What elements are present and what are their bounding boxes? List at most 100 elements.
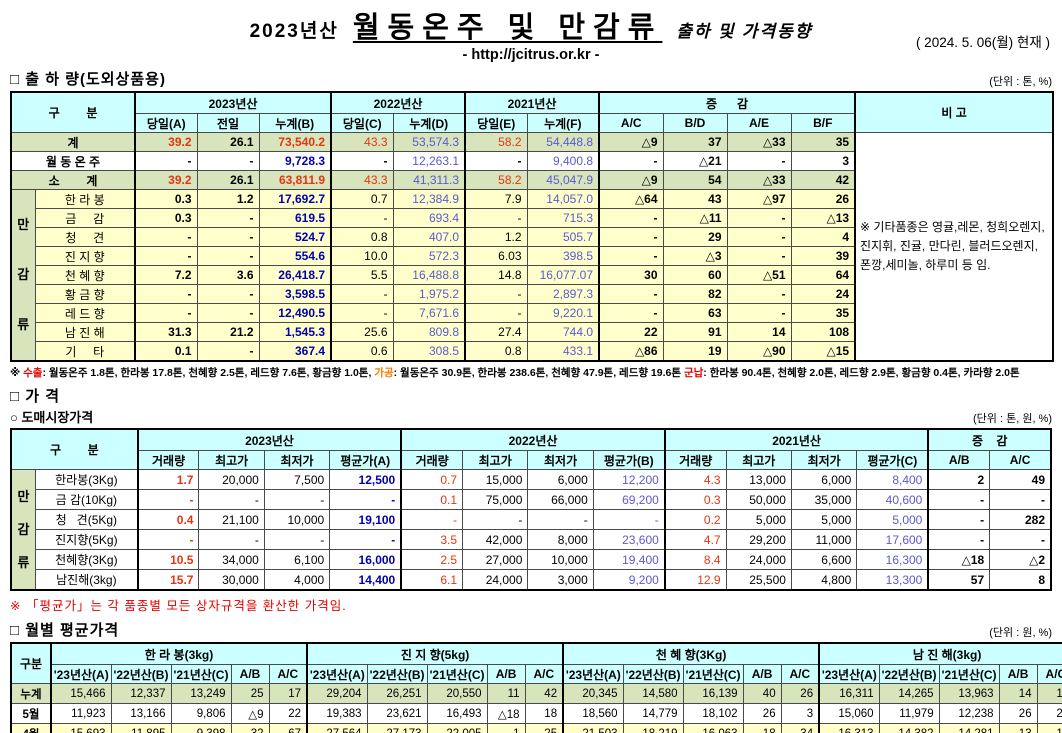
table-row: 금 감(10Kg) - - - -0.1 75,000 66,000 69,200 0.3 50,… bbox=[11, 489, 1052, 510]
cell: 12,384.9 bbox=[392, 189, 466, 209]
cell: 31.3 bbox=[134, 322, 198, 342]
cell: 27,000 bbox=[462, 549, 529, 570]
cell: 18,102 bbox=[682, 703, 744, 724]
col-header: 최고가 bbox=[725, 450, 792, 470]
cell: - bbox=[330, 303, 394, 323]
price-tbody: 만 감 류 한라봉(3Kg) 1.7 20,000 7,500 12,500 0.7 15,0… bbox=[10, 469, 1052, 591]
cell: 22,005 bbox=[426, 723, 488, 733]
cell: 27,564 bbox=[306, 723, 368, 733]
row-label: 남진해(3kg) bbox=[35, 569, 139, 591]
row-label: 천 혜 향 bbox=[34, 265, 136, 285]
cell: 53,574.3 bbox=[392, 132, 466, 152]
col-header-hallabong: 한 라 봉(3kg) bbox=[49, 642, 308, 665]
cell: 282 bbox=[989, 509, 1052, 530]
cell: 14,400 bbox=[329, 569, 402, 591]
col-header: 최고가 bbox=[198, 450, 265, 470]
shipment-tbody: 계 39.2 26.1 73,540.2 43.3 53,574.3 58.2 54,448.… bbox=[10, 132, 1054, 362]
col-header: 거래량 bbox=[663, 450, 727, 470]
cell: 15,060 bbox=[818, 703, 880, 724]
cell: 19,383 bbox=[306, 703, 368, 724]
cell: 11,979 bbox=[878, 703, 940, 724]
cell: - bbox=[134, 227, 198, 247]
cell: 73,540.2 bbox=[258, 132, 332, 152]
source-url: - http://jcitrus.or.kr - bbox=[462, 47, 600, 63]
col-header: '22년산(B) bbox=[366, 664, 428, 684]
cell: 11,000 bbox=[790, 529, 858, 550]
cell: 6,100 bbox=[263, 549, 331, 570]
col-header: A/C bbox=[524, 664, 564, 684]
cell: 23,621 bbox=[366, 703, 428, 724]
col-header-remark: 비 고 bbox=[854, 91, 1054, 133]
cell: 24,000 bbox=[462, 569, 529, 591]
cell: - bbox=[927, 529, 991, 550]
cell: △9 bbox=[230, 703, 270, 724]
row-label: 금 감 bbox=[34, 208, 136, 228]
document-header: 2023년산 월동온주 및 만감류 출하 및 가격동향 - http://jci… bbox=[10, 4, 1052, 63]
cell: △13 bbox=[790, 208, 856, 228]
cell: 21,503 bbox=[562, 723, 624, 733]
cell: 20,345 bbox=[562, 683, 624, 704]
cell: - bbox=[196, 341, 260, 362]
cell: - bbox=[989, 489, 1052, 510]
cell: 26,251 bbox=[366, 683, 428, 704]
cell: 25.6 bbox=[330, 322, 394, 342]
cell: 14,057.0 bbox=[526, 189, 600, 209]
cell: - bbox=[196, 208, 260, 228]
table-row: 천 혜 향 7.2 3.6 26,418.7 5.5 16,488.8 14.8 16,077… bbox=[11, 265, 1053, 285]
cell: 2 bbox=[927, 469, 991, 490]
cell: 66,000 bbox=[527, 489, 594, 510]
col-header: 평균가(A) bbox=[329, 450, 402, 470]
cell: - bbox=[198, 529, 265, 550]
col-header: A/B bbox=[486, 664, 526, 684]
price-header-row2: 거래량 최고가 최저가 평균가(A) 거래량 최고가 최저가 평균가(B) 거래… bbox=[11, 450, 1052, 470]
cell: 19,400 bbox=[592, 549, 666, 570]
table-row: 황 금 향 - -3,598.5-1,975.2-2,897.3-82-24 bbox=[11, 284, 1053, 304]
col-header-2023: 2023년산 bbox=[136, 428, 402, 451]
cell: 17 bbox=[268, 683, 308, 704]
price-heading: □ 가 격 bbox=[10, 388, 60, 405]
col-header: 평균가(B) bbox=[592, 450, 666, 470]
cell: 14,580 bbox=[622, 683, 684, 704]
footnote-part: 가공 bbox=[374, 367, 394, 379]
price-footnote: ※ 「평균가」는 각 품종별 모든 상자규격을 환산한 가격임. bbox=[10, 599, 347, 613]
cell: 4.3 bbox=[663, 469, 727, 490]
cell: 64 bbox=[790, 265, 856, 285]
cell: 39.2 bbox=[134, 170, 198, 190]
col-header: 당일(A) bbox=[134, 113, 198, 133]
cell: 7,671.6 bbox=[392, 303, 466, 323]
cell: 1.2 bbox=[464, 227, 528, 247]
table-row: 계 39.2 26.1 73,540.2 43.3 53,574.3 58.2 54,448.… bbox=[10, 132, 1054, 362]
cell: 16,139 bbox=[682, 683, 744, 704]
cell: 4,800 bbox=[790, 569, 858, 591]
cell: △97 bbox=[726, 189, 792, 209]
col-header-2022: 2022년산 bbox=[330, 91, 466, 114]
cell: 10,000 bbox=[263, 509, 331, 530]
cell: 2.5 bbox=[400, 549, 464, 570]
title-season: 2023년산 bbox=[249, 21, 339, 42]
cell: 29,204 bbox=[306, 683, 368, 704]
col-header: 거래량 bbox=[136, 450, 200, 470]
cell: 13 bbox=[998, 723, 1038, 733]
cell: 30,000 bbox=[198, 569, 265, 591]
row-label: 진 지 향 bbox=[34, 246, 136, 266]
cell: 0.8 bbox=[330, 227, 394, 247]
cell: 14 bbox=[726, 322, 792, 342]
cell: 9,398 bbox=[170, 723, 232, 733]
cell: 0.1 bbox=[400, 489, 464, 510]
cell: 7.9 bbox=[464, 189, 528, 209]
cell: 16,300 bbox=[856, 549, 929, 570]
monthly-header-row2: '23년산(A) '22년산(B) '21년산(C) A/B A/C '23년산… bbox=[11, 664, 1062, 684]
cell: 35 bbox=[790, 303, 856, 323]
monthly-section-head: □ 월별 평균가격 (단위 : 원, %) bbox=[10, 619, 1052, 640]
cell: 14,281 bbox=[938, 723, 1000, 733]
row-label: 5월 bbox=[10, 703, 52, 724]
cell: 25 bbox=[524, 723, 564, 733]
cell: 42,000 bbox=[462, 529, 529, 550]
cell: - bbox=[598, 246, 664, 266]
cell: 69,200 bbox=[592, 489, 666, 510]
col-header: A/C bbox=[989, 450, 1052, 470]
cell: - bbox=[726, 246, 792, 266]
row-label: 금 감(10Kg) bbox=[35, 489, 139, 510]
current-date: ( 2024. 5. 06(월) 현재 ) bbox=[915, 35, 1050, 50]
col-header: A/B bbox=[998, 664, 1038, 684]
